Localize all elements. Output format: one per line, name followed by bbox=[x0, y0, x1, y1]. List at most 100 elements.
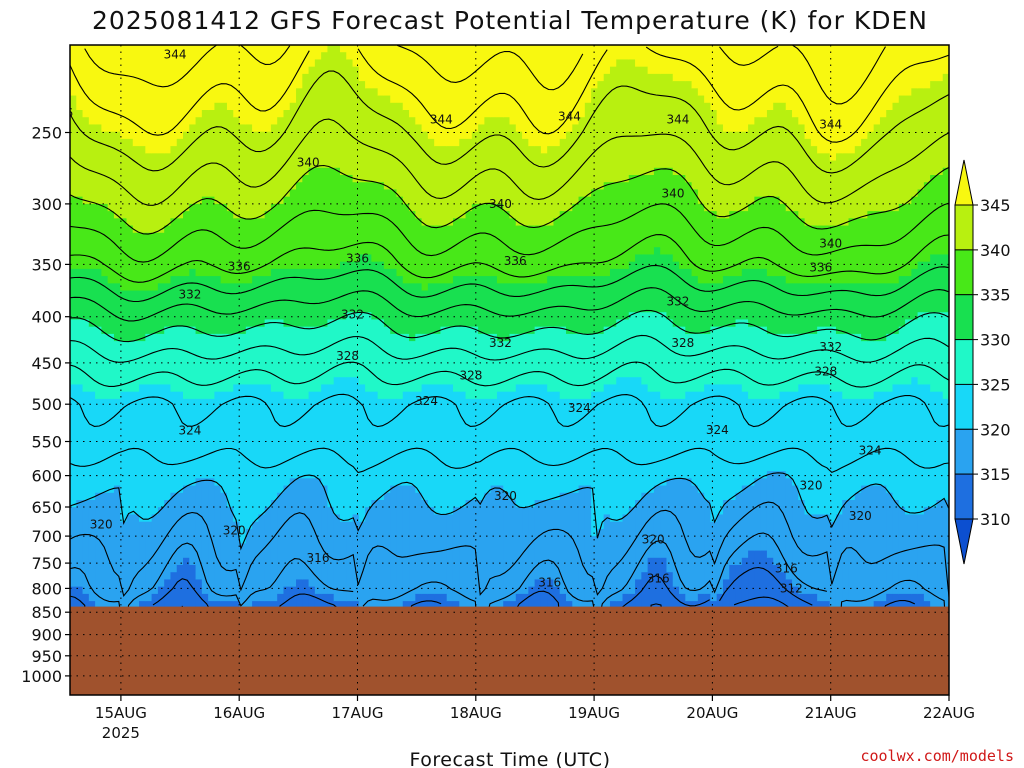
theta-field-cell bbox=[905, 276, 912, 321]
theta-field-cell bbox=[195, 203, 203, 277]
theta-field-cell bbox=[245, 124, 253, 219]
theta-field-cell bbox=[76, 110, 84, 198]
theta-field-cell bbox=[139, 146, 146, 234]
theta-field-cell bbox=[886, 391, 894, 494]
theta-field-cell bbox=[132, 341, 140, 393]
theta-field-cell bbox=[120, 391, 128, 523]
theta-field-cell bbox=[917, 45, 925, 89]
theta-field-cell bbox=[722, 384, 730, 501]
theta-field-cell bbox=[226, 391, 234, 508]
theta-field-cell bbox=[289, 268, 297, 328]
theta-field-cell bbox=[898, 507, 906, 595]
theta-field-cell bbox=[798, 333, 806, 386]
credit-link[interactable]: coolwx.com/models bbox=[860, 747, 1014, 765]
theta-field-cell bbox=[917, 312, 925, 386]
theta-field-cell bbox=[107, 283, 115, 335]
theta-field-cell bbox=[704, 333, 712, 386]
theta-field-cell bbox=[264, 131, 272, 212]
chart-title: 2025081412 GFS Forecast Potential Temper… bbox=[92, 6, 928, 35]
theta-field-cell bbox=[452, 45, 460, 147]
theta-field-cell bbox=[82, 203, 90, 270]
contour-label: 324 bbox=[178, 424, 201, 438]
theta-field-cell bbox=[578, 398, 586, 487]
contour-line-342 bbox=[70, 118, 949, 206]
theta-field-cell bbox=[402, 45, 410, 111]
theta-field-cell bbox=[817, 326, 825, 386]
theta-field-cell bbox=[653, 45, 661, 75]
theta-field-cell bbox=[226, 45, 234, 111]
theta-field-cell bbox=[346, 45, 354, 61]
theta-field-cell bbox=[503, 283, 511, 342]
theta-field-cell bbox=[321, 45, 329, 53]
theta-field-cell bbox=[409, 211, 416, 284]
theta-field-cell bbox=[741, 391, 749, 487]
theta-field-cell bbox=[365, 254, 372, 313]
theta-field-cell bbox=[409, 485, 416, 602]
theta-field-cell bbox=[314, 45, 322, 61]
theta-field-cell bbox=[302, 268, 310, 328]
theta-field-cell bbox=[465, 45, 473, 140]
theta-field-cell bbox=[434, 333, 442, 386]
theta-field-cell bbox=[760, 478, 768, 552]
theta-field-cell bbox=[509, 124, 517, 219]
theta-field-cell bbox=[214, 45, 222, 104]
theta-field-cell bbox=[107, 333, 115, 400]
theta-field-cell bbox=[358, 254, 366, 313]
y-tick-label: 550 bbox=[31, 433, 62, 452]
theta-field-cell bbox=[515, 333, 523, 386]
theta-field-cell bbox=[308, 478, 316, 588]
theta-field-cell bbox=[270, 203, 278, 270]
x-axis-label: Forecast Time (UTC) bbox=[410, 749, 611, 768]
colorbar-tick-label: 340 bbox=[980, 241, 1011, 260]
theta-field-cell bbox=[779, 276, 787, 335]
theta-field-cell bbox=[333, 514, 341, 602]
theta-field-cell bbox=[792, 333, 799, 393]
theta-field-cell bbox=[785, 333, 793, 393]
theta-field-cell bbox=[289, 326, 297, 400]
theta-field-cell bbox=[898, 384, 906, 508]
contour-label: 344 bbox=[819, 118, 842, 132]
theta-field-cell bbox=[139, 521, 146, 602]
contour-line-332 bbox=[70, 287, 949, 322]
theta-field-cell bbox=[352, 182, 360, 263]
theta-field-cell bbox=[936, 81, 944, 176]
theta-field-cell bbox=[609, 182, 617, 270]
theta-field-cell bbox=[616, 377, 624, 523]
theta-field-cell bbox=[547, 146, 555, 227]
theta-field-cell bbox=[283, 110, 291, 198]
theta-field-cell bbox=[446, 45, 454, 147]
theta-field-cell bbox=[183, 131, 190, 212]
theta-field-cell bbox=[252, 326, 259, 386]
theta-field-cell bbox=[371, 391, 379, 501]
theta-field-cell bbox=[220, 333, 228, 393]
theta-field-cell bbox=[522, 283, 529, 335]
theta-field-cell bbox=[773, 398, 781, 472]
theta-field-cell bbox=[327, 167, 335, 270]
theta-field-cell bbox=[283, 268, 291, 328]
theta-field-cell bbox=[145, 45, 153, 154]
theta-field-cell bbox=[427, 225, 435, 284]
theta-field-cell bbox=[748, 203, 755, 270]
theta-field-cell bbox=[164, 153, 172, 227]
theta-field-cell bbox=[672, 398, 680, 479]
theta-field-cell bbox=[76, 319, 84, 386]
theta-field-cell bbox=[120, 138, 128, 219]
theta-field-cell bbox=[685, 268, 693, 335]
theta-field-cell bbox=[911, 196, 919, 270]
theta-field-cell bbox=[930, 312, 938, 393]
theta-field-cell bbox=[296, 478, 303, 581]
theta-field-cell bbox=[421, 45, 429, 133]
theta-field-cell bbox=[478, 500, 485, 695]
grid-lines bbox=[70, 45, 949, 695]
contour-line-340 bbox=[70, 164, 949, 235]
theta-field-cell bbox=[672, 261, 680, 328]
y-tick-label: 950 bbox=[31, 647, 62, 666]
theta-field-cell bbox=[371, 319, 379, 393]
contour-label: 324 bbox=[859, 444, 882, 458]
theta-field-cell bbox=[283, 485, 291, 588]
theta-field-cell bbox=[704, 500, 712, 595]
theta-field-cell bbox=[258, 45, 266, 133]
theta-field-cell bbox=[942, 45, 949, 75]
theta-field-cell bbox=[898, 203, 906, 277]
theta-field-cell bbox=[754, 196, 762, 270]
